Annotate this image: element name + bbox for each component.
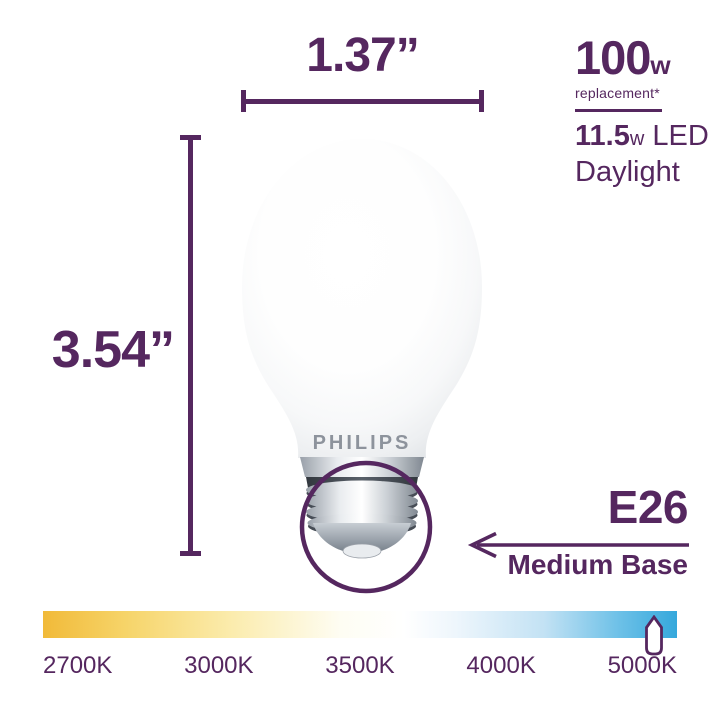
height-dimension-label: 3.54”: [51, 321, 175, 379]
screw-threads: [306, 480, 418, 536]
light-appearance-label: Daylight: [575, 156, 680, 188]
color-temperature-gradient-bar: [43, 611, 677, 638]
base-name-label: Medium Base: [507, 549, 689, 580]
temp-label-3500k: 3500K: [325, 652, 395, 679]
base-code-label: E26: [607, 481, 689, 533]
philips-logo: PHILIPS: [313, 432, 412, 454]
temp-label-2700k: 2700K: [43, 652, 113, 679]
led-wattage-value: 11.5: [575, 120, 630, 152]
temp-label-3000k: 3000K: [184, 652, 254, 679]
width-dimension-line: [243, 99, 482, 104]
bulb-marker-icon: [645, 615, 663, 656]
base-contact-tip: [342, 543, 382, 559]
led-wattage-line: 11.5w LED: [575, 122, 709, 151]
height-dimension-cap-top: [180, 135, 201, 140]
replacement-wattage-unit: w: [650, 50, 671, 80]
base-cone: [313, 523, 411, 551]
spec-divider: [575, 109, 662, 112]
base-highlight-circle-icon: [299, 460, 433, 594]
height-dimension-cap-bottom: [180, 551, 201, 556]
temp-label-4000k: 4000K: [466, 652, 536, 679]
replacement-wattage: 100w: [575, 34, 709, 81]
led-label: LED: [644, 120, 709, 152]
base-collar: [300, 457, 424, 477]
width-dimension-label: 1.37”: [306, 29, 419, 82]
base-dark-band: [306, 477, 418, 488]
replacement-wattage-value: 100: [575, 31, 651, 84]
temperature-scale-labels: 2700K 3000K 3500K 4000K 5000K: [43, 652, 677, 680]
bulb-glass: [242, 139, 482, 458]
wattage-spec-block: 100w replacement* 11.5w LED Daylight: [575, 34, 709, 187]
led-wattage-unit: w: [629, 128, 645, 150]
replacement-label: replacement*: [575, 85, 660, 101]
height-dimension-line: [188, 137, 193, 554]
width-dimension-cap-left: [241, 90, 246, 112]
width-dimension-cap-right: [479, 90, 484, 112]
temp-label-5000k: 5000K: [607, 652, 677, 679]
